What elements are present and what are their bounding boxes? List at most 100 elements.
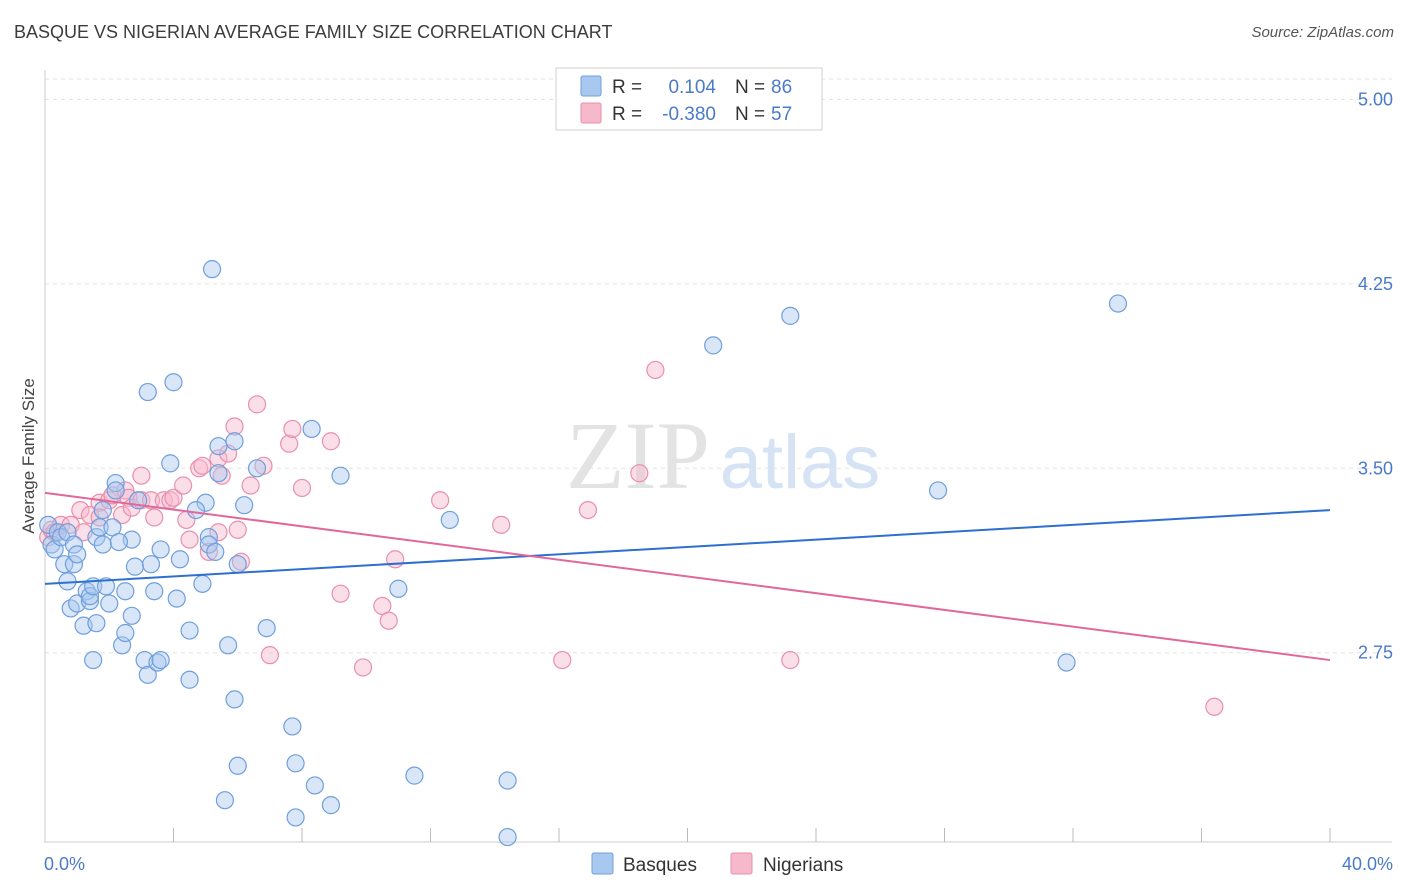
data-point bbox=[164, 488, 183, 507]
data-point bbox=[71, 500, 90, 520]
data-point bbox=[161, 454, 180, 473]
data-point bbox=[64, 555, 84, 574]
data-point bbox=[148, 653, 167, 672]
data-point bbox=[170, 550, 190, 569]
data-point bbox=[331, 584, 350, 603]
x-tick-label: 40.0% bbox=[1342, 854, 1393, 874]
data-point bbox=[781, 306, 800, 325]
data-point bbox=[199, 535, 218, 554]
y-tick-label: 4.25 bbox=[1358, 274, 1393, 294]
data-point bbox=[93, 500, 112, 520]
basques-trend-line bbox=[44, 509, 1331, 585]
data-point bbox=[578, 500, 598, 520]
data-point bbox=[68, 545, 87, 564]
data-point bbox=[498, 771, 517, 790]
data-point bbox=[96, 577, 116, 596]
data-point bbox=[386, 550, 405, 569]
data-point bbox=[389, 579, 408, 598]
data-point bbox=[106, 473, 125, 493]
data-point bbox=[167, 589, 186, 608]
y-tick-label: 3.50 bbox=[1358, 458, 1393, 478]
data-point bbox=[193, 456, 212, 475]
data-point bbox=[928, 481, 948, 500]
data-point bbox=[55, 555, 74, 574]
watermark: ZIP atlas bbox=[566, 402, 880, 509]
data-point bbox=[100, 594, 119, 613]
chart-title: BASQUE VS NIGERIAN AVERAGE FAMILY SIZE C… bbox=[14, 22, 613, 42]
data-point bbox=[321, 432, 341, 451]
data-point bbox=[39, 515, 58, 534]
bottom-swatch-basques bbox=[591, 852, 614, 875]
legend-r-label-basques: R = bbox=[612, 77, 642, 98]
axes bbox=[44, 70, 1392, 843]
data-point bbox=[116, 582, 135, 601]
data-point bbox=[196, 493, 215, 512]
data-point bbox=[116, 623, 135, 643]
data-point bbox=[199, 542, 218, 561]
data-point bbox=[174, 476, 193, 495]
data-point bbox=[231, 552, 251, 571]
data-point bbox=[141, 555, 161, 574]
data-point bbox=[145, 508, 164, 527]
bottom-legend-nigerians: Nigerians bbox=[763, 855, 843, 876]
data-point bbox=[87, 614, 106, 633]
source-credit: Source: ZipAtlas.com bbox=[1251, 24, 1394, 41]
legend-n-value-basques: 86 bbox=[771, 77, 792, 98]
data-point bbox=[379, 611, 398, 630]
data-point bbox=[225, 432, 244, 451]
data-point bbox=[704, 336, 723, 355]
legend-r-value-nigerians: -0.380 bbox=[662, 104, 716, 125]
data-point bbox=[492, 515, 511, 534]
data-point bbox=[247, 395, 267, 414]
data-point bbox=[280, 434, 299, 453]
data-point bbox=[145, 582, 164, 601]
bottom-swatch-nigerians bbox=[730, 852, 753, 875]
data-point bbox=[209, 523, 228, 542]
data-point bbox=[353, 658, 373, 677]
data-point bbox=[64, 535, 84, 554]
data-point bbox=[1057, 653, 1076, 672]
data-point bbox=[190, 459, 209, 478]
y-tick-label: 5.00 bbox=[1358, 90, 1393, 110]
bottom-legend-basques: Basques bbox=[623, 855, 697, 876]
data-point bbox=[180, 530, 199, 549]
data-point bbox=[138, 665, 157, 684]
data-point bbox=[206, 542, 225, 561]
data-point bbox=[553, 650, 572, 670]
data-point bbox=[257, 619, 276, 638]
data-point bbox=[84, 650, 103, 670]
data-point bbox=[247, 459, 267, 478]
data-point bbox=[132, 466, 151, 485]
data-point bbox=[93, 535, 112, 554]
data-point bbox=[321, 796, 341, 815]
data-point bbox=[283, 717, 302, 736]
legend-r-label-nigerians: R = bbox=[612, 104, 642, 125]
data-point bbox=[228, 555, 247, 574]
data-point bbox=[292, 478, 312, 498]
legend-swatch-nigerians bbox=[580, 102, 602, 124]
data-point bbox=[180, 621, 199, 640]
data-point bbox=[80, 591, 100, 611]
legend-n-label-nigerians: N = bbox=[735, 104, 765, 125]
data-point bbox=[286, 754, 305, 773]
data-point bbox=[209, 437, 228, 456]
data-point bbox=[125, 557, 145, 576]
trend-lines bbox=[44, 491, 1331, 662]
data-point bbox=[112, 505, 132, 525]
data-point bbox=[1205, 697, 1224, 716]
x-tick-label: 0.0% bbox=[44, 854, 85, 874]
data-point bbox=[90, 518, 109, 537]
data-point bbox=[186, 500, 206, 520]
y-axis-label: Average Family Size bbox=[19, 378, 38, 534]
data-point bbox=[138, 382, 157, 402]
data-point bbox=[302, 419, 321, 439]
data-point bbox=[646, 360, 665, 380]
watermark-zip: ZIP bbox=[566, 402, 710, 509]
data-point bbox=[164, 373, 183, 392]
data-point bbox=[305, 776, 324, 795]
data-point bbox=[241, 476, 260, 495]
data-point bbox=[122, 606, 141, 625]
data-point bbox=[80, 587, 100, 606]
data-point bbox=[1108, 294, 1128, 313]
legend-n-label-basques: N = bbox=[735, 77, 765, 98]
